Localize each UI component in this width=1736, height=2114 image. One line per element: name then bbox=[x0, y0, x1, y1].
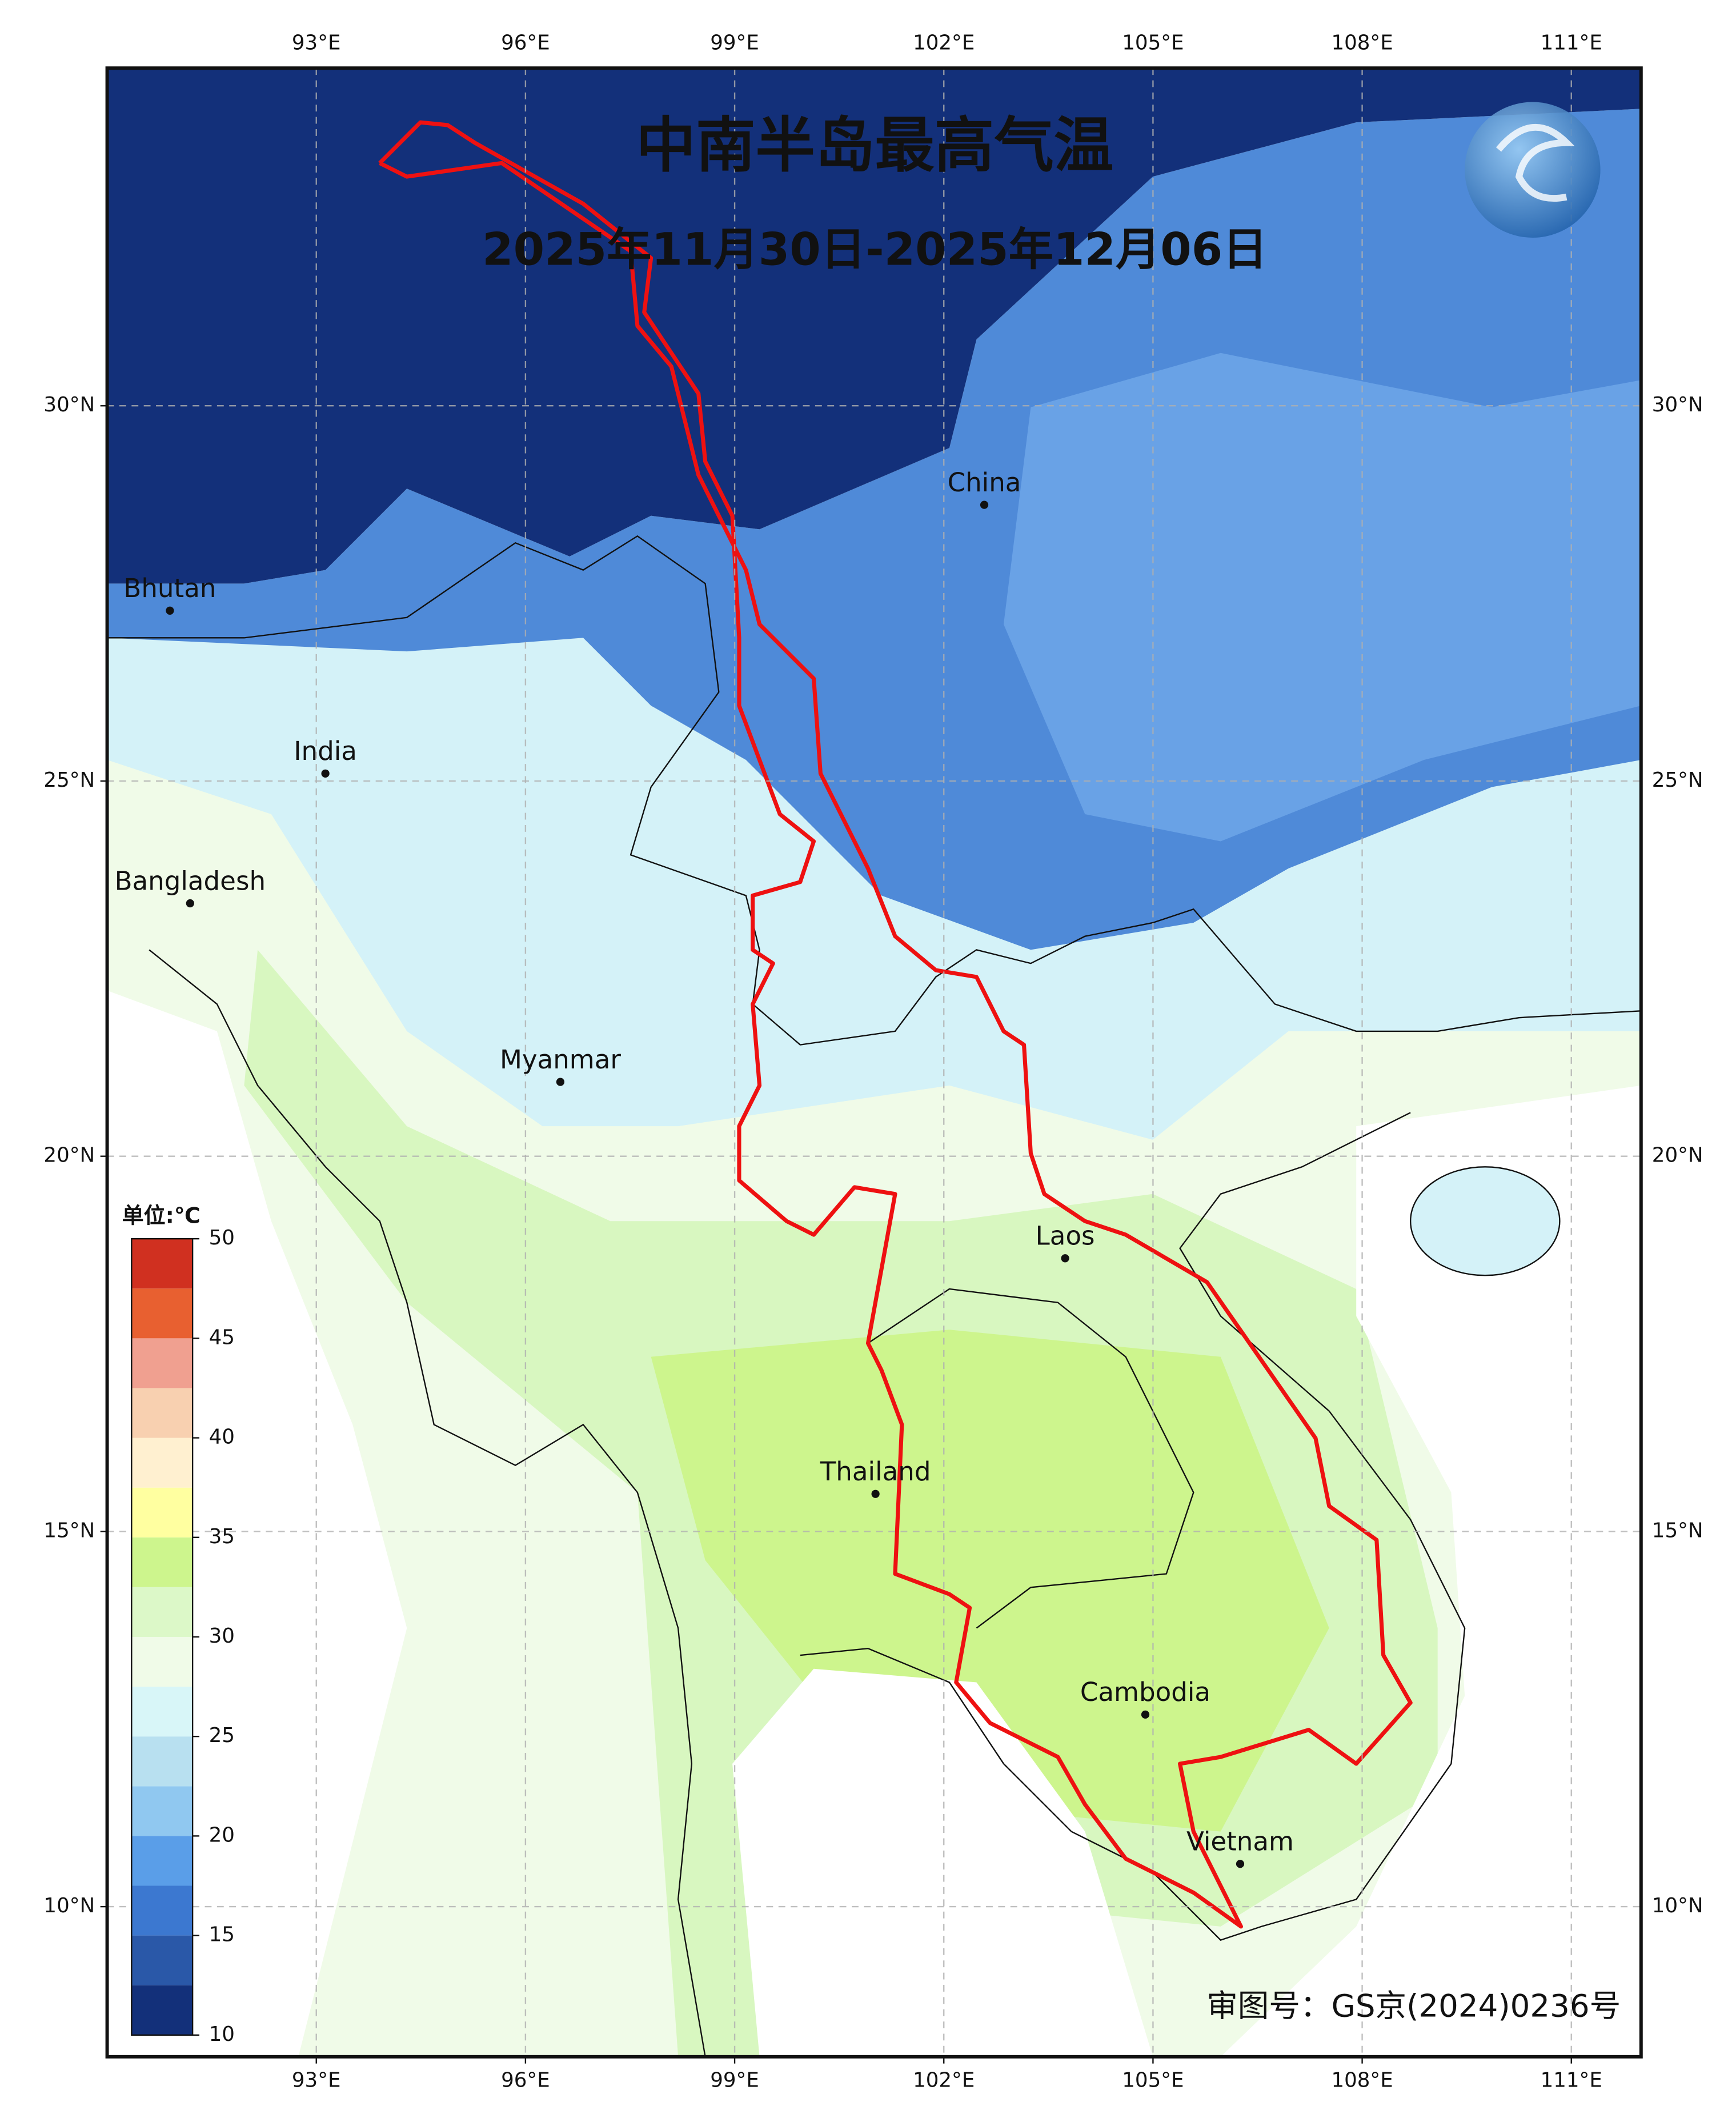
lat-tick-label: 15°N bbox=[43, 1519, 95, 1542]
country-border bbox=[107, 535, 1641, 1046]
grid bbox=[100, 68, 1641, 2064]
sea-gulf-of-thailand bbox=[732, 1668, 1153, 2057]
lat-tick-label: 25°N bbox=[1652, 768, 1703, 792]
place-dot bbox=[980, 501, 989, 509]
colorbar-tick-label: 50 bbox=[209, 1226, 235, 1250]
lon-tick-label: 111°E bbox=[1541, 2069, 1602, 2092]
place-dot bbox=[321, 769, 330, 778]
place-label: Thailand bbox=[820, 1456, 931, 1487]
lon-tick-label: 96°E bbox=[501, 31, 550, 54]
colorbar-segment bbox=[131, 1438, 193, 1488]
place-label: Myanmar bbox=[500, 1044, 621, 1075]
place-label: Laos bbox=[1036, 1221, 1095, 1251]
colorbar-tick-label: 20 bbox=[209, 1823, 235, 1847]
lon-tick-label: 108°E bbox=[1331, 2069, 1393, 2092]
place-dot bbox=[556, 1078, 565, 1086]
country-border bbox=[867, 1288, 1194, 1629]
approval-number: 审图号：GS京(2024)0236号 bbox=[1206, 1987, 1621, 2024]
place-label: China bbox=[948, 467, 1021, 498]
field-mid-blue bbox=[1003, 353, 1641, 842]
lat-tick-label: 20°N bbox=[43, 1144, 95, 1167]
place-label: Cambodia bbox=[1080, 1677, 1210, 1707]
colorbar-tick-label: 45 bbox=[209, 1326, 235, 1349]
place-label: Vietnam bbox=[1186, 1827, 1294, 1857]
colorbar-tick-label: 35 bbox=[209, 1525, 235, 1548]
lat-tick-label: 15°N bbox=[1652, 1519, 1703, 1542]
colorbar-unit: 单位:℃ bbox=[122, 1203, 201, 1228]
lon-tick-label: 105°E bbox=[1122, 2069, 1184, 2092]
colorbar-segment bbox=[131, 1587, 193, 1637]
lon-tick-label: 102°E bbox=[913, 2069, 975, 2092]
hainan-island bbox=[1410, 1166, 1561, 1276]
place-label: India bbox=[294, 736, 357, 766]
lat-tick-label: 10°N bbox=[1652, 1894, 1703, 1917]
lat-tick-label: 30°N bbox=[43, 393, 95, 417]
colorbar-segment bbox=[131, 1935, 193, 1985]
lat-tick-label: 10°N bbox=[43, 1894, 95, 1917]
colorbar-segment bbox=[131, 1885, 193, 1936]
place-dot bbox=[1141, 1710, 1150, 1719]
place-dot bbox=[871, 1490, 880, 1498]
colorbar-tick-label: 40 bbox=[209, 1426, 235, 1449]
places: Bhutan India Bangladesh China Myanmar Laos Tha… bbox=[115, 467, 1294, 1868]
colorbar-tick-label: 30 bbox=[209, 1624, 235, 1648]
colorbar-segment bbox=[131, 1239, 193, 1289]
colorbar-segment bbox=[131, 1736, 193, 1787]
basin-boundary bbox=[378, 120, 1413, 1929]
coastline bbox=[800, 1112, 1466, 1941]
place-dot bbox=[1061, 1254, 1069, 1263]
lon-tick-label: 99°E bbox=[710, 2069, 759, 2092]
coastline bbox=[149, 949, 706, 2057]
lat-tick-label: 20°N bbox=[1652, 1144, 1703, 1167]
map-subtitle: 2025年11月30日-2025年12月06日 bbox=[482, 224, 1268, 276]
colorbar-segment bbox=[131, 1537, 193, 1587]
lon-tick-label: 102°E bbox=[913, 31, 975, 54]
temperature-field bbox=[107, 68, 1641, 2057]
place-dot bbox=[186, 899, 194, 908]
lat-tick-label: 30°N bbox=[1652, 393, 1703, 417]
place-label: Bangladesh bbox=[115, 866, 266, 896]
colorbar: 10 15 20 25 30 35 40 45 50 bbox=[131, 1226, 235, 2046]
lon-tick-label: 93°E bbox=[292, 2069, 341, 2092]
lon-tick-label: 96°E bbox=[501, 2069, 550, 2092]
place-label: Bhutan bbox=[123, 573, 216, 603]
colorbar-segment bbox=[131, 1487, 193, 1538]
colorbar-segment bbox=[131, 1288, 193, 1339]
lon-tick-label: 93°E bbox=[292, 31, 341, 54]
colorbar-segment bbox=[131, 1687, 193, 1737]
map-title: 中南半岛最高气温 bbox=[636, 110, 1114, 180]
lon-tick-label: 111°E bbox=[1541, 31, 1602, 54]
lat-tick-label: 25°N bbox=[43, 768, 95, 792]
colorbar-segment bbox=[131, 1636, 193, 1687]
colorbar-tick-label: 15 bbox=[209, 1923, 235, 1947]
lon-tick-label: 99°E bbox=[710, 31, 759, 54]
colorbar-tick-label: 10 bbox=[209, 2023, 235, 2046]
place-dot bbox=[1236, 1860, 1245, 1868]
sea-south-china bbox=[1220, 1085, 1641, 2057]
logo bbox=[1465, 102, 1601, 238]
lon-tick-label: 105°E bbox=[1122, 31, 1184, 54]
field-bright-green bbox=[651, 1330, 1329, 1832]
colorbar-segment bbox=[131, 1338, 193, 1388]
map-frame bbox=[105, 66, 1643, 2059]
colorbar-segment bbox=[131, 1388, 193, 1438]
lon-tick-label: 108°E bbox=[1331, 31, 1393, 54]
colorbar-segment bbox=[131, 1786, 193, 1836]
colorbar-tick-label: 25 bbox=[209, 1724, 235, 1747]
place-dot bbox=[166, 606, 174, 615]
colorbar-segment bbox=[131, 1836, 193, 1886]
colorbar-segment bbox=[131, 1985, 193, 2035]
field-navy bbox=[107, 68, 1641, 584]
